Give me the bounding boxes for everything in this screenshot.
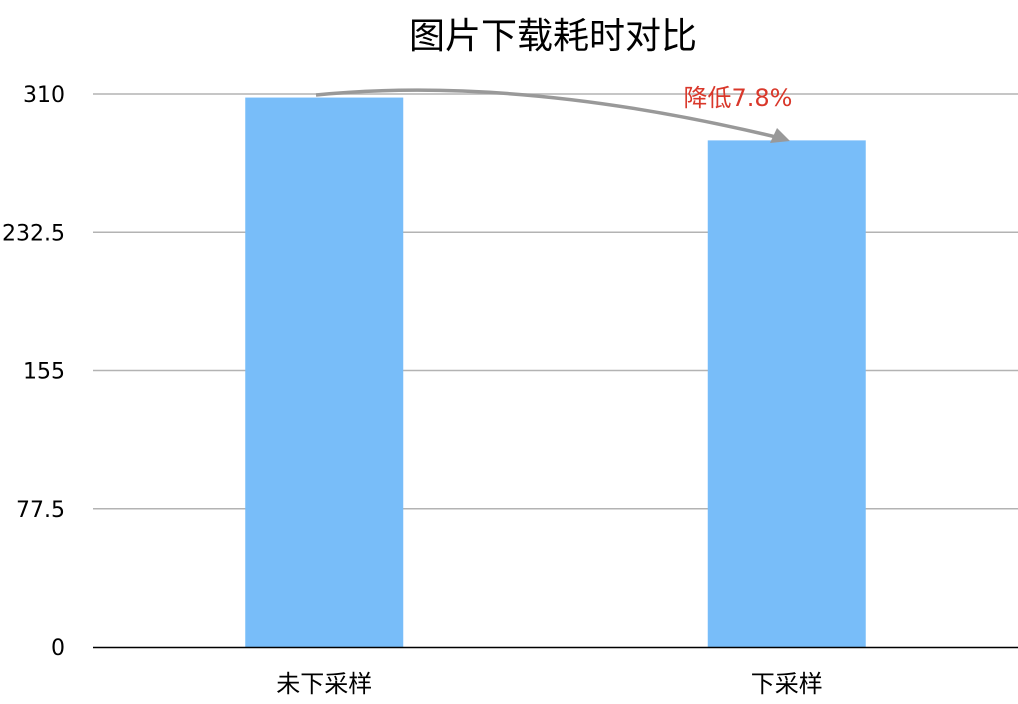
bar-0 [245, 97, 404, 647]
arrow-head-icon [770, 128, 790, 143]
chart-title: 图片下载耗时对比 [409, 16, 697, 57]
x-tick-label: 未下采样 [276, 670, 372, 698]
bars [245, 97, 866, 647]
y-tick-label: 77.5 [16, 498, 65, 523]
x-axis-labels: 未下采样 下采样 [276, 670, 823, 698]
y-tick-label: 232.5 [2, 221, 65, 246]
y-tick-label: 155 [23, 360, 65, 385]
y-tick-label: 310 [23, 83, 65, 108]
annotation: 降低7.8% [315, 84, 793, 143]
annotation-label: 降低7.8% [684, 84, 793, 112]
x-tick-label: 下采样 [751, 670, 823, 698]
y-tick-label: 0 [51, 636, 65, 661]
arrow-curve [315, 88, 781, 140]
bar-1 [707, 140, 866, 647]
